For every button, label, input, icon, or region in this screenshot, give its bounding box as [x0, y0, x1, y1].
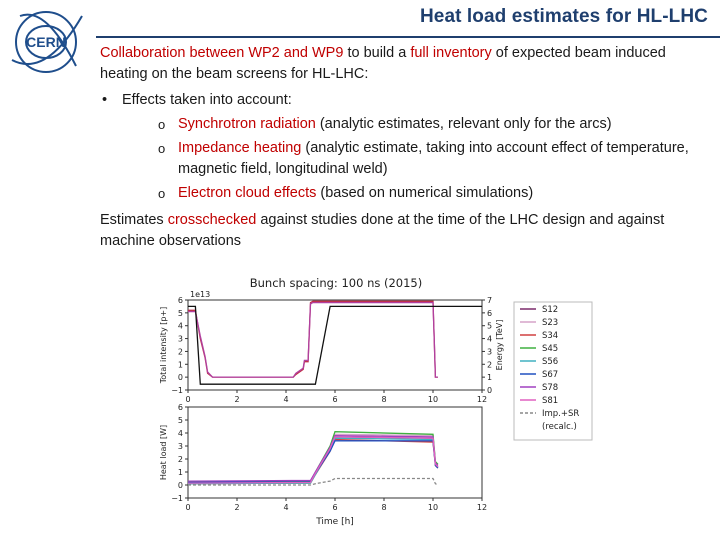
- legend-entry: S12: [542, 305, 558, 315]
- series-line-beam-1-intensity: [188, 300, 438, 378]
- closing-text-2: against studies done at the time of the …: [100, 212, 665, 249]
- x-tick-label: 12: [477, 395, 487, 404]
- slide-body: Collaboration between WP2 and WP9 to bui…: [100, 43, 700, 252]
- sub-marker: o: [158, 186, 166, 201]
- legend-entry: S67: [542, 370, 558, 380]
- closing-highlight: crosschecked: [167, 212, 257, 228]
- sub-item-impedance: o Impedance heating (analytic estimate, …: [158, 138, 700, 180]
- y-tick-label: 4: [178, 322, 183, 331]
- legend-box: [513, 301, 593, 441]
- y-tick-label: 0: [178, 373, 183, 382]
- y-tick-label: 1: [178, 468, 183, 477]
- x-tick-label: 0: [185, 503, 190, 512]
- series-line-beam-2-intensity: [188, 301, 438, 378]
- y2-tick-label: 5: [487, 322, 492, 331]
- sub-item-ecloud: o Electron cloud effects (based on numer…: [158, 183, 700, 204]
- y2-tick-label: 3: [487, 347, 492, 356]
- y-tick-label: −1: [171, 494, 183, 503]
- bullet-effects: • Effects taken into account:: [100, 90, 700, 111]
- y-tick-label: 0: [178, 481, 183, 490]
- y-tick-label: 6: [178, 403, 183, 412]
- heat-load-chart: Bunch spacing: 100 ns (2015) −1 0 1 2 3 4 5 6 0 2 4…: [150, 270, 610, 535]
- x-tick-label: 6: [332, 503, 337, 512]
- series-line-imp-sr-recalc-: [188, 477, 439, 486]
- sub-item-text: (analytic estimate, taking into account …: [178, 140, 689, 177]
- y-scale-label: 1e13: [190, 290, 210, 299]
- cern-logo: CERN: [6, 6, 90, 78]
- sub-item-synchrotron: o Synchrotron radiation (analytic estima…: [158, 114, 700, 135]
- y-tick-label: 4: [178, 429, 183, 438]
- closing-text-1: Estimates: [100, 212, 168, 228]
- x-axis-label: Time [h]: [315, 517, 354, 527]
- legend-entry: Imp.+SR: [542, 409, 579, 419]
- y2-tick-label: 0: [487, 386, 492, 395]
- x-tick-label: 10: [428, 395, 438, 404]
- y2-tick-label: 4: [487, 335, 492, 344]
- y-tick-label: 3: [178, 442, 183, 451]
- y2-axis-label: Energy [TeV]: [495, 320, 504, 371]
- series-line-energy: [188, 305, 482, 385]
- x-tick-label: 6: [332, 395, 337, 404]
- y-tick-label: 5: [178, 416, 183, 425]
- y-tick-label: 1: [178, 360, 183, 369]
- y-tick-label: 2: [178, 455, 183, 464]
- intro-text-1: to build a: [343, 45, 411, 61]
- x-tick-label: 2: [234, 395, 239, 404]
- page-title: Heat load estimates for HL-LHC: [419, 6, 708, 27]
- x-tick-label: 4: [283, 395, 288, 404]
- sub-item-text: (based on numerical simulations): [316, 185, 534, 201]
- x-tick-label: 0: [185, 395, 190, 404]
- sub-item-text: (analytic estimates, relevant only for t…: [315, 116, 612, 132]
- y-axis-label: Total intensity [p+]: [159, 307, 168, 384]
- y2-tick-label: 6: [487, 309, 492, 318]
- y2-tick-label: 2: [487, 360, 492, 369]
- y-tick-label: 5: [178, 309, 183, 318]
- legend-entry: S45: [542, 344, 558, 354]
- x-tick-label: 12: [477, 503, 487, 512]
- x-tick-label: 10: [428, 503, 438, 512]
- legend-entry: S23: [542, 318, 558, 328]
- intro-highlight-collaboration: Collaboration between WP2 and WP9: [100, 45, 344, 61]
- y2-tick-label: 7: [487, 296, 492, 305]
- legend-entry: (recalc.): [542, 422, 577, 432]
- legend-entry: S34: [542, 331, 558, 341]
- y2-tick-label: 1: [487, 373, 492, 382]
- y-tick-label: 3: [178, 335, 183, 344]
- x-tick-label: 4: [283, 503, 288, 512]
- sub-item-highlight: Synchrotron radiation: [178, 116, 316, 132]
- legend-entry: S81: [542, 396, 558, 406]
- legend-entry: S56: [542, 357, 558, 367]
- x-tick-label: 8: [381, 395, 386, 404]
- x-tick-label: 2: [234, 503, 239, 512]
- sub-item-highlight: Impedance heating: [178, 140, 302, 156]
- logo-text: CERN: [26, 34, 66, 50]
- bullet-marker: •: [102, 92, 108, 108]
- bullet-text: Effects taken into account:: [122, 92, 292, 108]
- y-tick-label: 6: [178, 296, 183, 305]
- sub-item-highlight: Electron cloud effects: [178, 185, 317, 201]
- closing-paragraph: Estimates crosschecked against studies d…: [100, 210, 700, 252]
- y-tick-label: 2: [178, 347, 183, 356]
- plot-frame-heatload: [187, 406, 483, 499]
- intro-paragraph: Collaboration between WP2 and WP9 to bui…: [100, 43, 700, 85]
- series-line-s81: [187, 436, 439, 484]
- sub-marker: o: [158, 117, 166, 132]
- title-divider: [96, 36, 720, 38]
- y-tick-label: −1: [171, 386, 183, 395]
- intro-text-2: of expected beam induced heating on the …: [100, 45, 666, 82]
- legend-entry: S78: [542, 383, 558, 393]
- chart-title: Bunch spacing: 100 ns (2015): [250, 276, 423, 290]
- y-axis-label: Heat load [W]: [159, 425, 168, 480]
- series-line-s78: [187, 434, 439, 482]
- intro-highlight-inventory: full inventory: [410, 45, 492, 61]
- sub-marker: o: [158, 141, 166, 156]
- x-tick-label: 8: [381, 503, 386, 512]
